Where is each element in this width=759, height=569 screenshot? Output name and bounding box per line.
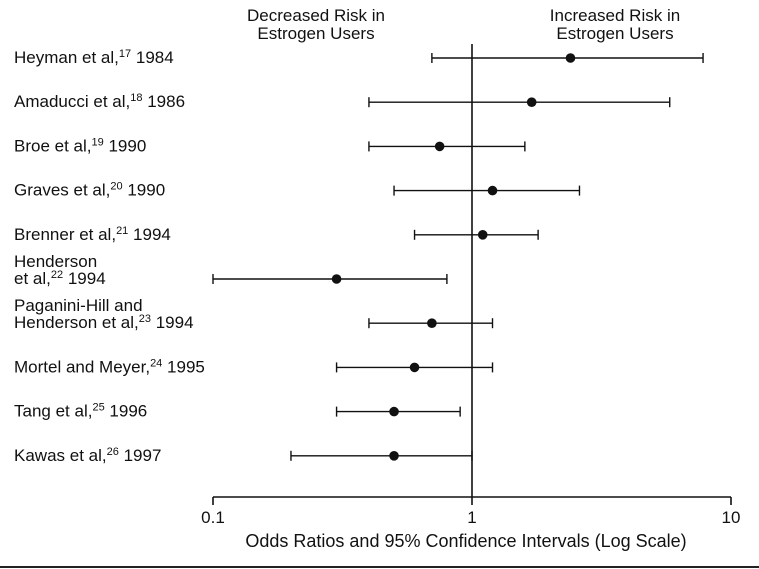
odds-ratio-point — [409, 362, 420, 373]
x-axis-title: Odds Ratios and 95% Confidence Intervals… — [245, 531, 686, 551]
x-tick-label: 1 — [467, 508, 476, 527]
bottom-rule — [0, 566, 759, 568]
study-label: et al,22 1994 — [14, 269, 106, 288]
decreased-risk-header: Estrogen Users — [257, 24, 374, 43]
odds-ratio-point — [331, 274, 342, 284]
odds-ratio-point — [526, 97, 537, 107]
odds-ratio-point — [389, 406, 399, 417]
study-label: Brenner et al,21 1994 — [14, 225, 171, 244]
odds-ratio-point — [477, 230, 488, 240]
x-tick-label: 0.1 — [201, 508, 225, 527]
x-tick-label: 10 — [722, 508, 741, 527]
study-label: Tang et al,25 1996 — [14, 402, 147, 421]
study-label: Henderson — [14, 252, 97, 271]
increased-risk-header: Estrogen Users — [556, 24, 673, 43]
study-label: Kawas et al,26 1997 — [14, 446, 161, 465]
odds-ratio-point — [565, 53, 576, 63]
study-label: Paganini-Hill and — [14, 296, 143, 315]
odds-ratio-point — [389, 451, 399, 461]
study-label: Mortel and Meyer,24 1995 — [14, 357, 205, 376]
odds-ratio-point — [434, 141, 445, 152]
x-axis: 0.1 1 10 Odds Ratios and 95% Confidence Int… — [201, 496, 741, 551]
decreased-risk-header: Decreased Risk in — [247, 6, 385, 25]
odds-ratio-point — [427, 318, 437, 329]
study-label: Broe et al,19 1990 — [14, 136, 146, 155]
study-label: Heyman et al,17 1984 — [14, 48, 174, 67]
increased-risk-header: Increased Risk in — [550, 6, 680, 25]
study-label: Amaducci et al,18 1986 — [14, 92, 185, 111]
confidence-intervals — [212, 44, 704, 497]
odds-ratio-point — [487, 185, 498, 196]
study-labels: Heyman et al,17 1984 Amaducci et al,18 19… — [14, 48, 205, 465]
study-label: Henderson et al,23 1994 — [14, 313, 194, 332]
study-label: Graves et al,20 1990 — [14, 181, 165, 200]
